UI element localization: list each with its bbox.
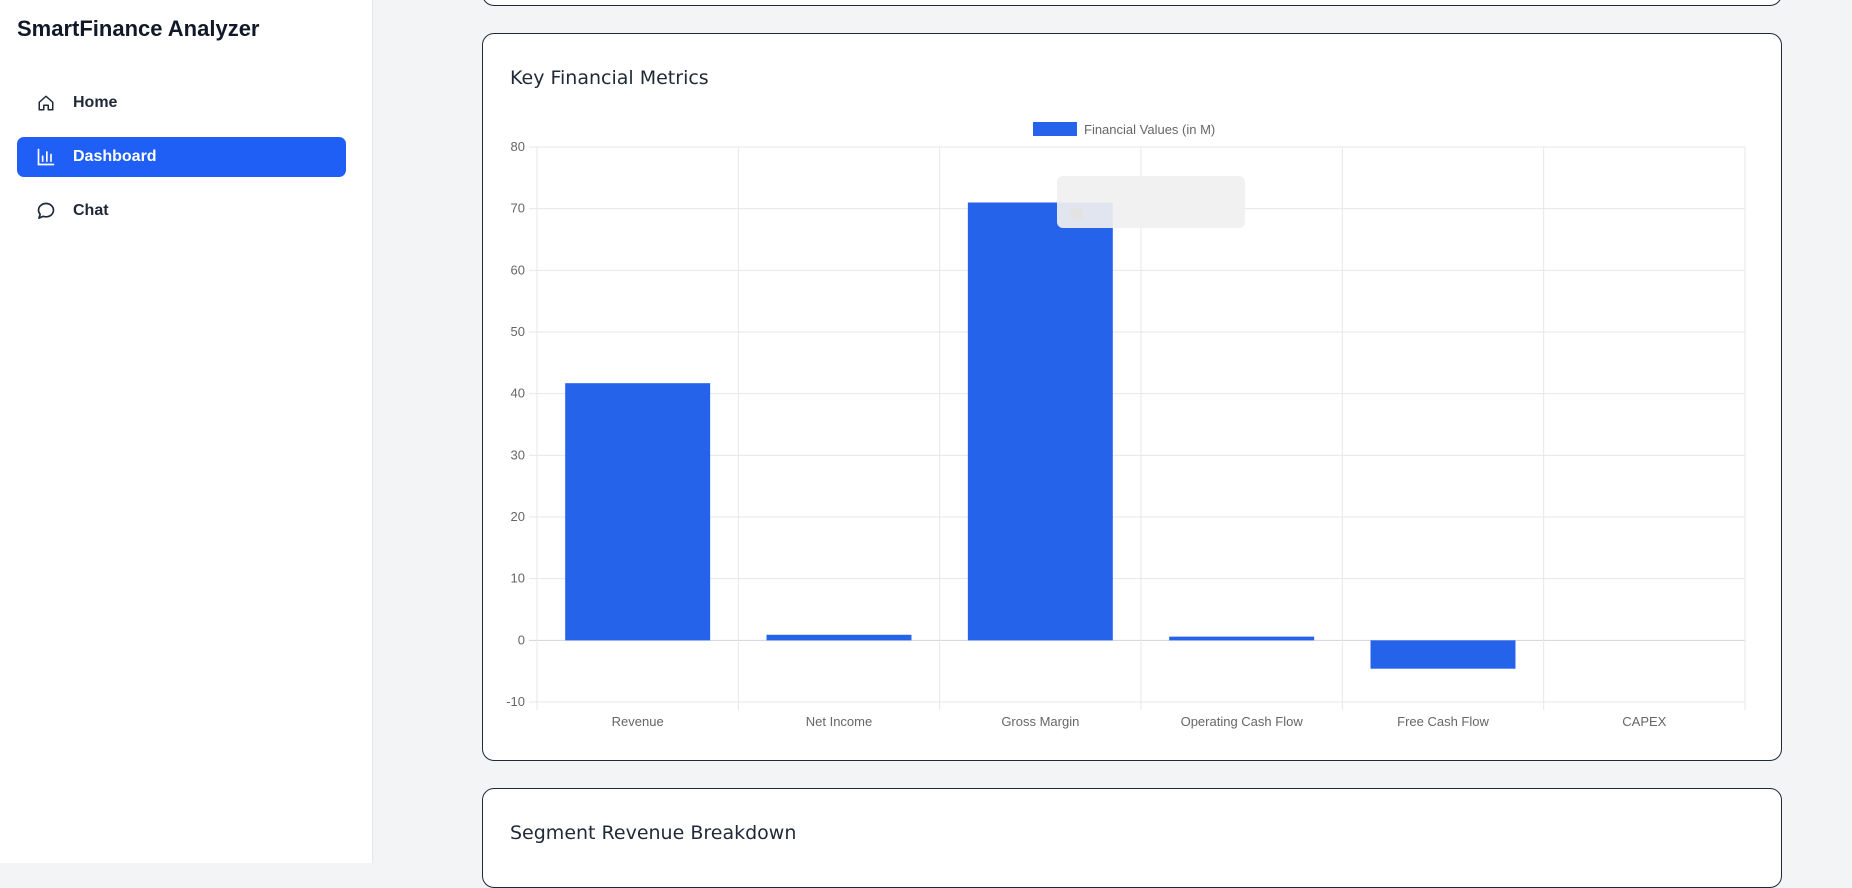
x-tick-label: Operating Cash Flow <box>1181 714 1304 729</box>
home-icon <box>35 92 57 114</box>
segment-revenue-card: Segment Revenue Breakdown <box>482 788 1782 888</box>
y-tick-label: 30 <box>511 447 525 462</box>
sidebar-item-label: Dashboard <box>73 148 157 165</box>
tooltip-swatch <box>1071 208 1083 220</box>
bar-chart-icon <box>35 146 57 168</box>
bar-free-cash-flow <box>1370 640 1516 669</box>
x-tick-label: Revenue <box>612 714 664 729</box>
bar-net-income <box>766 634 912 641</box>
chat-bubble-icon <box>35 200 57 222</box>
sidebar-item-chat[interactable]: Chat <box>17 191 346 231</box>
bar-gross-margin <box>967 202 1113 641</box>
main-content: Key Financial Metrics 80 70 60 50 40 30 20 10 0 -… <box>373 0 1852 888</box>
sidebar-item-home[interactable]: Home <box>17 83 346 123</box>
y-tick-label: -10 <box>506 694 525 709</box>
card-title: Key Financial Metrics <box>510 67 709 89</box>
tooltip-box <box>1057 176 1245 228</box>
sidebar: SmartFinance Analyzer Home Dashboard Cha… <box>0 0 373 863</box>
y-tick-label: 40 <box>511 386 525 401</box>
key-financial-metrics-card: Key Financial Metrics 80 70 60 50 40 30 20 10 0 -… <box>482 33 1782 761</box>
y-tick-label: 60 <box>511 262 525 277</box>
bar-operating-cash-flow <box>1169 636 1315 641</box>
sidebar-item-label: Chat <box>73 202 109 219</box>
bar-revenue <box>565 383 711 641</box>
y-tick-label: 20 <box>511 509 525 524</box>
legend-label: Financial Values (in M) <box>1084 122 1215 137</box>
x-tick-label: Net Income <box>806 714 872 729</box>
y-tick-label: 50 <box>511 324 525 339</box>
y-tick-label: 10 <box>511 571 525 586</box>
card-title: Segment Revenue Breakdown <box>510 822 797 844</box>
x-tick-label: Free Cash Flow <box>1397 714 1489 729</box>
previous-card <box>482 0 1782 6</box>
app-title: SmartFinance Analyzer <box>17 16 260 41</box>
sidebar-item-dashboard[interactable]: Dashboard <box>17 137 346 177</box>
legend-swatch <box>1033 122 1077 136</box>
y-tick-label: 0 <box>518 632 525 647</box>
chart-container: 80 70 60 50 40 30 20 10 0 -10 Revenue Net Income Gro… <box>483 34 1783 762</box>
x-tick-label: Gross Margin <box>1001 714 1079 729</box>
sidebar-item-label: Home <box>73 94 118 111</box>
financial-metrics-bar-chart: 80 70 60 50 40 30 20 10 0 -10 Revenue Net Income Gro… <box>506 122 1746 729</box>
y-tick-label: 70 <box>511 201 525 216</box>
x-tick-label: CAPEX <box>1622 714 1666 729</box>
y-tick-label: 80 <box>511 139 525 154</box>
